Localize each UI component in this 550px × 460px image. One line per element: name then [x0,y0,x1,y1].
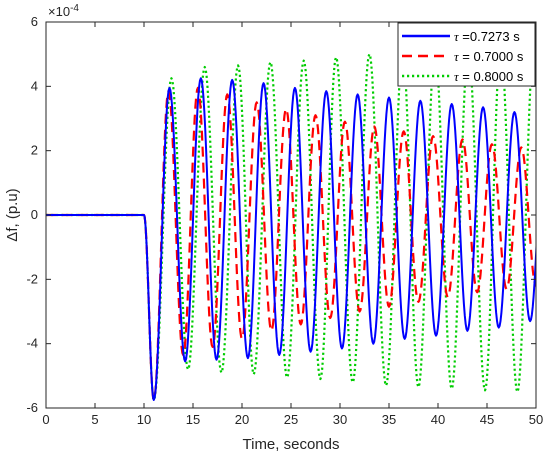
legend-box [397,22,536,87]
ticks-layer [45,21,537,409]
x-tick-label: 35 [382,412,396,427]
y-tick-label: -2 [26,271,38,286]
y-tick-label: 0 [31,207,38,222]
y-tick-label: 4 [31,78,38,93]
x-tick-label: 5 [91,412,98,427]
y-tick-label: 2 [31,143,38,158]
series-line-0 [46,77,536,401]
x-axis-label: Time, seconds [243,436,340,453]
legend-label-2: τ = 0.8000 s [454,69,524,84]
legend-symbol: τ [454,29,460,44]
legend-symbol: τ [454,69,460,84]
x-tick-label: 40 [431,412,445,427]
series-layer [46,45,536,402]
series-line-2 [46,45,536,402]
x-tick-label: 15 [186,412,200,427]
legend-text: = 0.7000 s [459,49,524,64]
labels-layer: 0 5 10 15 20 25 30 35 40 45 50 -6 -4 -2 0 2 4 6 [26,14,543,427]
series-line-1 [46,86,536,402]
x-tick-label: 10 [137,412,151,427]
legend-label-1: τ = 0.7000 s [454,49,524,64]
legend-items: τ =0.7273 sτ = 0.7000 sτ = 0.8000 s [402,29,524,84]
y-tick-label: 6 [31,14,38,29]
y-tick-label: -4 [26,336,38,351]
x-tick-label: 0 [42,412,49,427]
legend-text: =0.7273 s [459,29,521,44]
y-axis-label: Δf, (p.u) [4,188,21,241]
x-tick-label: 30 [333,412,347,427]
y-exponent-power: -4 [70,3,79,14]
legend: τ =0.7273 sτ = 0.7000 sτ = 0.8000 s [397,22,536,87]
x-tick-label: 25 [284,412,298,427]
x-tick-label: 20 [235,412,249,427]
legend-label-0: τ =0.7273 s [454,29,520,44]
legend-symbol: τ [454,49,460,64]
x-tick-label: 50 [529,412,543,427]
legend-text: = 0.8000 s [459,69,524,84]
y-exponent-label: ×10-4 [48,3,79,19]
y-tick-label: -6 [26,400,38,415]
x-tick-label: 45 [480,412,494,427]
